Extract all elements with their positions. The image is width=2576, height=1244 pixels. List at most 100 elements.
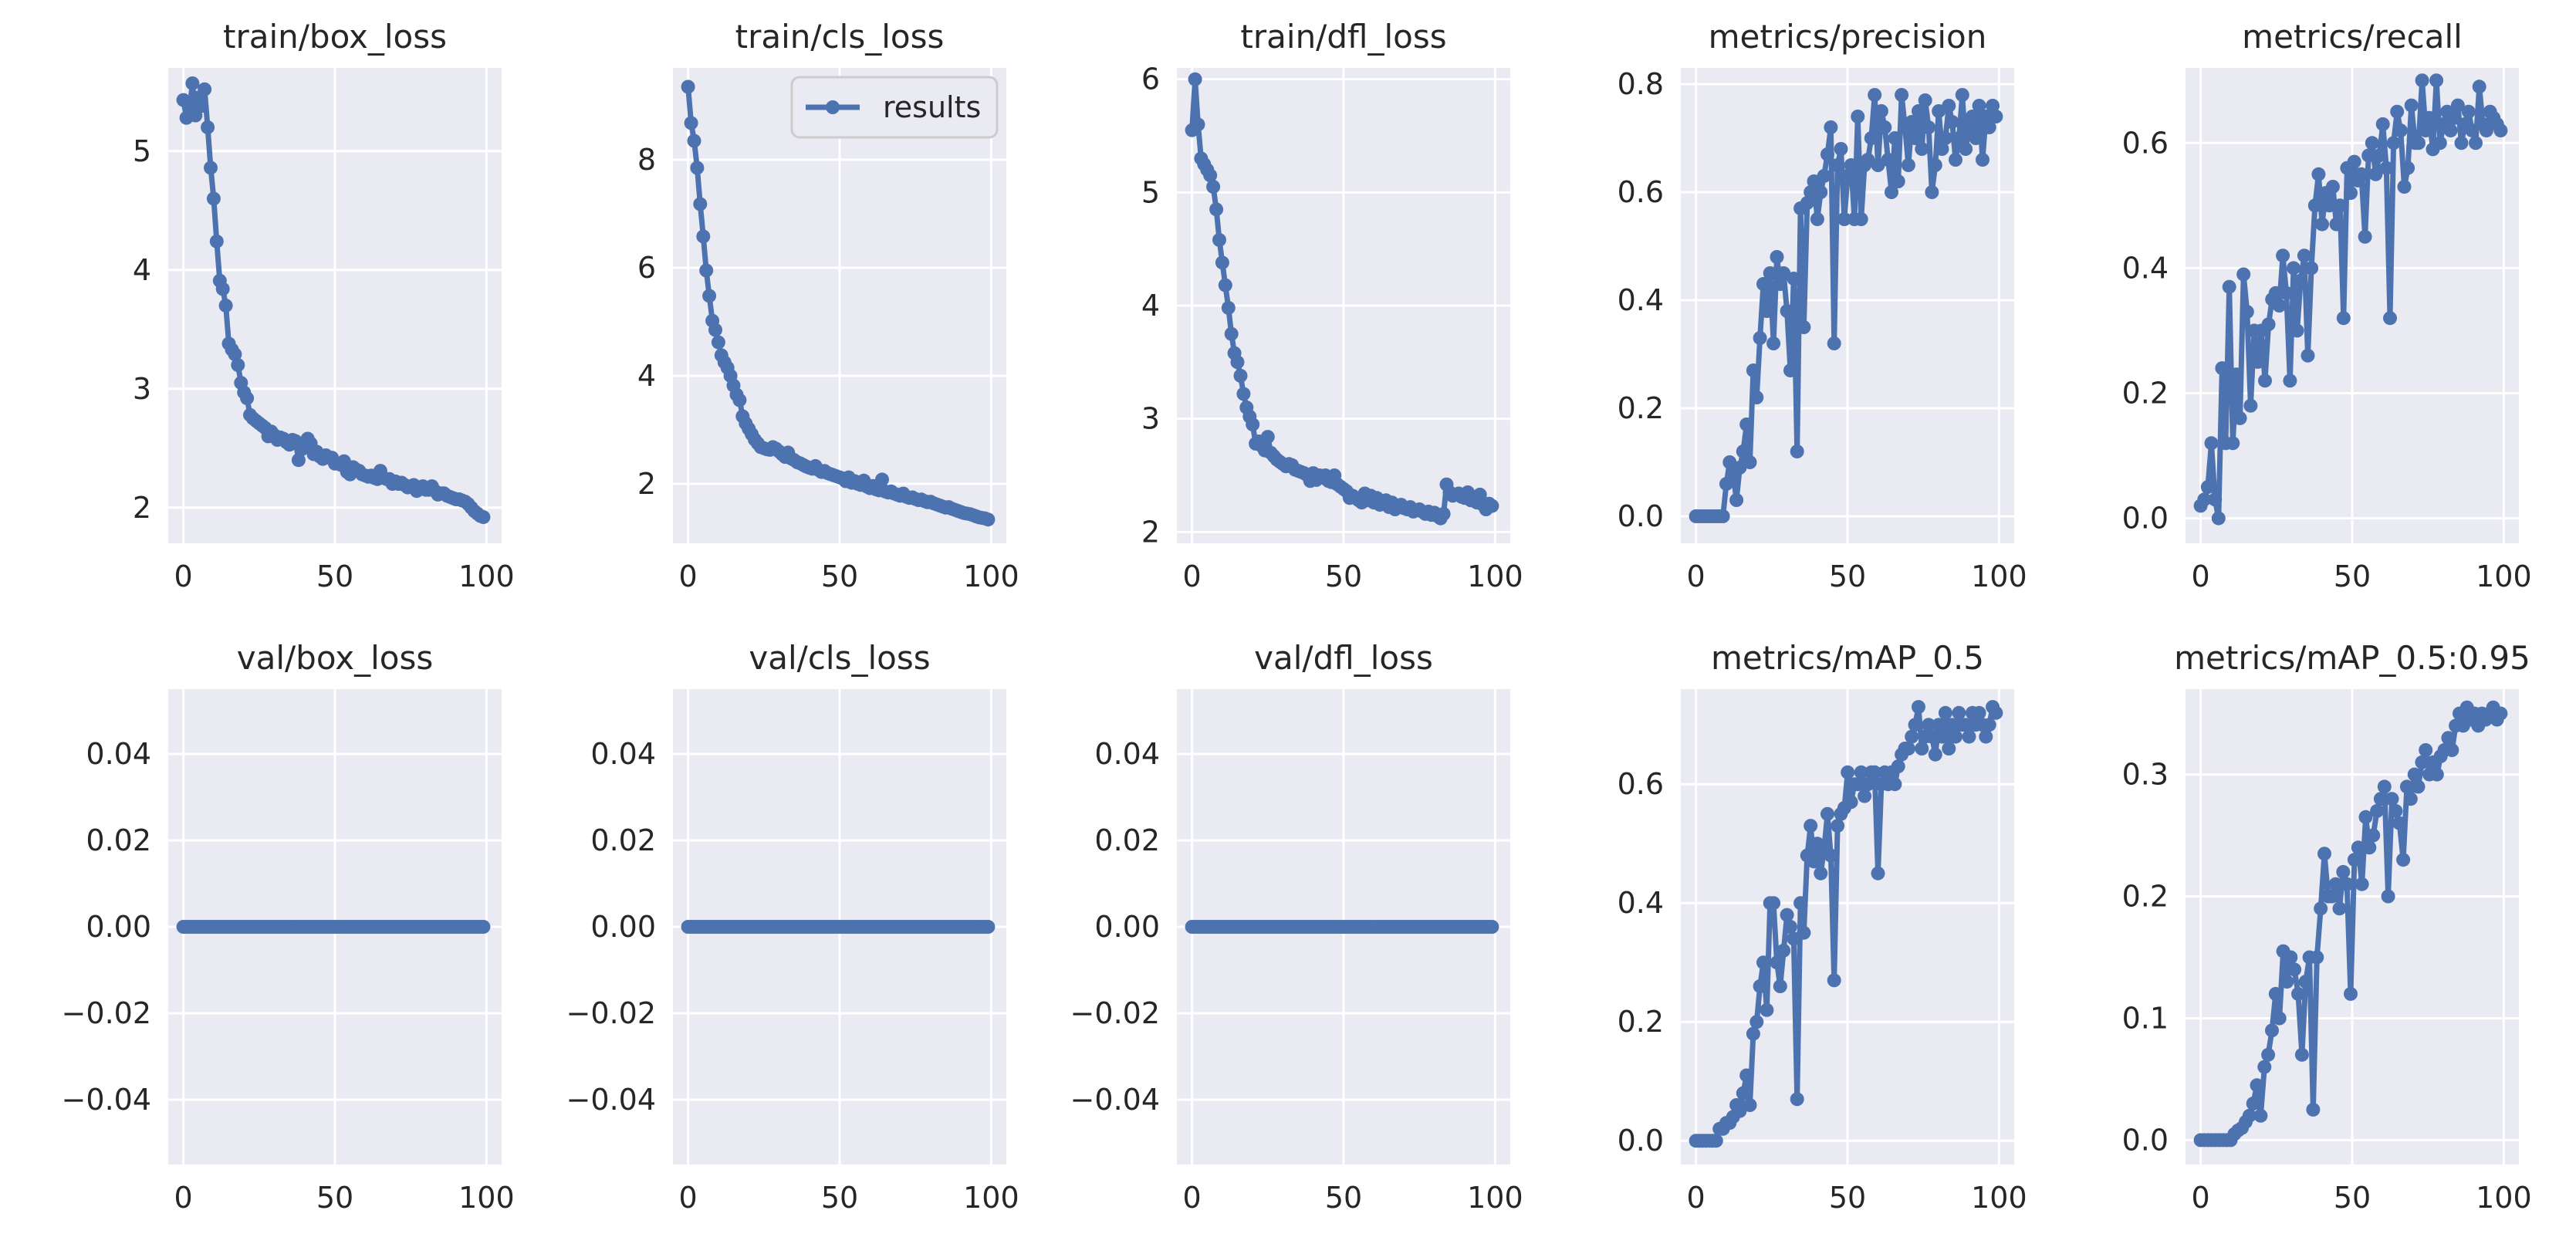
- y-tick-label: 4: [1141, 289, 1160, 323]
- subplot-title: train/box_loss: [223, 18, 447, 56]
- data-point: [693, 197, 708, 211]
- data-point: [2306, 1102, 2321, 1117]
- data-point: [1188, 72, 1202, 86]
- data-point: [2354, 167, 2368, 181]
- data-point: [1891, 759, 1905, 774]
- data-point: [2399, 779, 2414, 794]
- y-tick-label: 0.00: [86, 910, 151, 944]
- data-point: [1945, 718, 1959, 732]
- subplot-5: 0 50 100 0.0 0.2 0.4 0.6 metrics/recall: [2122, 18, 2532, 593]
- data-point: [1760, 1002, 1774, 1017]
- y-tick-label: 0.02: [1094, 823, 1160, 857]
- data-point: [1824, 120, 1838, 134]
- data-point: [1935, 729, 1949, 744]
- data-point: [2336, 864, 2351, 879]
- data-point: [2243, 398, 2258, 413]
- data-point: [1831, 819, 1845, 833]
- data-point: [1901, 742, 1915, 756]
- y-tick-label: 8: [637, 143, 656, 177]
- data-point: [1942, 742, 1956, 756]
- data-point: [1965, 110, 1979, 123]
- data-point: [2429, 767, 2444, 782]
- data-point: [2432, 136, 2447, 150]
- data-point: [2366, 828, 2381, 843]
- y-tick-label: 0.6: [1618, 175, 1664, 209]
- data-point: [1938, 705, 1952, 720]
- subplot-3: 0 50 100 2 3 4 5 6 train/dfl_loss: [1141, 18, 1523, 593]
- data-point: [2250, 1078, 2264, 1093]
- data-point: [1756, 955, 1770, 970]
- x-tick-label: 100: [2476, 559, 2532, 593]
- data-point: [1949, 153, 1962, 167]
- x-tick-label: 0: [2192, 559, 2210, 593]
- data-point: [1871, 866, 1885, 881]
- y-tick-label: 0.3: [2122, 758, 2169, 792]
- data-point: [2447, 110, 2462, 125]
- data-point: [1209, 202, 1224, 217]
- data-point: [2265, 1023, 2279, 1038]
- data-point: [1861, 777, 1875, 792]
- data-point: [2493, 123, 2508, 138]
- data-point: [1733, 1104, 1747, 1118]
- data-point: [1888, 777, 1902, 792]
- data-point: [2222, 279, 2236, 294]
- subplot-title: val/dfl_loss: [1254, 639, 1433, 677]
- data-point: [1804, 185, 1818, 199]
- data-point: [2317, 847, 2331, 861]
- subplot-title: metrics/precision: [1709, 18, 1987, 56]
- data-point: [215, 282, 230, 296]
- data-point: [2233, 411, 2247, 425]
- subplot-8: 0 50 100 −0.04 −0.02 0.00 0.02 0.04 val/dfl_loss: [1070, 639, 1523, 1215]
- data-point: [2375, 117, 2390, 131]
- x-tick-label: 0: [174, 559, 193, 593]
- data-point: [1969, 131, 1983, 145]
- data-point: [708, 323, 722, 337]
- x-tick-label: 50: [2334, 559, 2371, 593]
- data-point: [1885, 185, 1898, 199]
- data-point: [1986, 99, 2000, 113]
- y-tick-label: 4: [637, 359, 656, 393]
- data-point: [1206, 180, 1221, 194]
- data-point: [2229, 367, 2243, 382]
- y-tick-label: 2: [1141, 515, 1160, 549]
- data-point: [2307, 198, 2322, 213]
- data-point: [690, 161, 705, 175]
- data-point: [1763, 266, 1777, 280]
- x-tick-label: 0: [1183, 1181, 1202, 1215]
- legend-label: results: [883, 90, 981, 124]
- data-point: [1952, 131, 1966, 145]
- data-point: [2204, 436, 2219, 451]
- data-point: [1773, 979, 1787, 993]
- data-point: [1841, 765, 1855, 779]
- data-point: [2329, 217, 2344, 232]
- data-point: [1824, 848, 1838, 863]
- data-point: [1218, 278, 1232, 292]
- data-point: [696, 229, 711, 244]
- data-point: [2415, 755, 2429, 769]
- data-point: [1912, 700, 1925, 715]
- x-tick-label: 100: [1467, 1181, 1523, 1215]
- data-point: [476, 510, 491, 525]
- data-point: [1932, 718, 1946, 732]
- data-point: [1787, 272, 1801, 286]
- data-point: [1753, 331, 1767, 345]
- data-point: [2407, 767, 2422, 782]
- data-point: [1915, 142, 1929, 156]
- data-point: [2377, 779, 2392, 794]
- x-tick-label: 100: [1971, 1181, 2027, 1215]
- data-point: [1895, 88, 1909, 102]
- data-point: [1922, 718, 1936, 732]
- y-tick-label: 0.0: [2122, 1123, 2169, 1157]
- data-point: [2268, 986, 2283, 1001]
- data-point: [2336, 311, 2351, 326]
- data-point: [1827, 336, 1841, 350]
- data-point: [1905, 729, 1919, 744]
- data-point: [2284, 950, 2298, 965]
- data-point: [2197, 492, 2212, 507]
- subplot-4: 0 50 100 0.0 0.2 0.4 0.6 0.8 metrics/precision: [1618, 18, 2027, 593]
- y-tick-label: −0.02: [62, 996, 151, 1030]
- data-point: [1753, 979, 1767, 993]
- data-point: [2415, 73, 2429, 88]
- data-point: [2388, 803, 2403, 818]
